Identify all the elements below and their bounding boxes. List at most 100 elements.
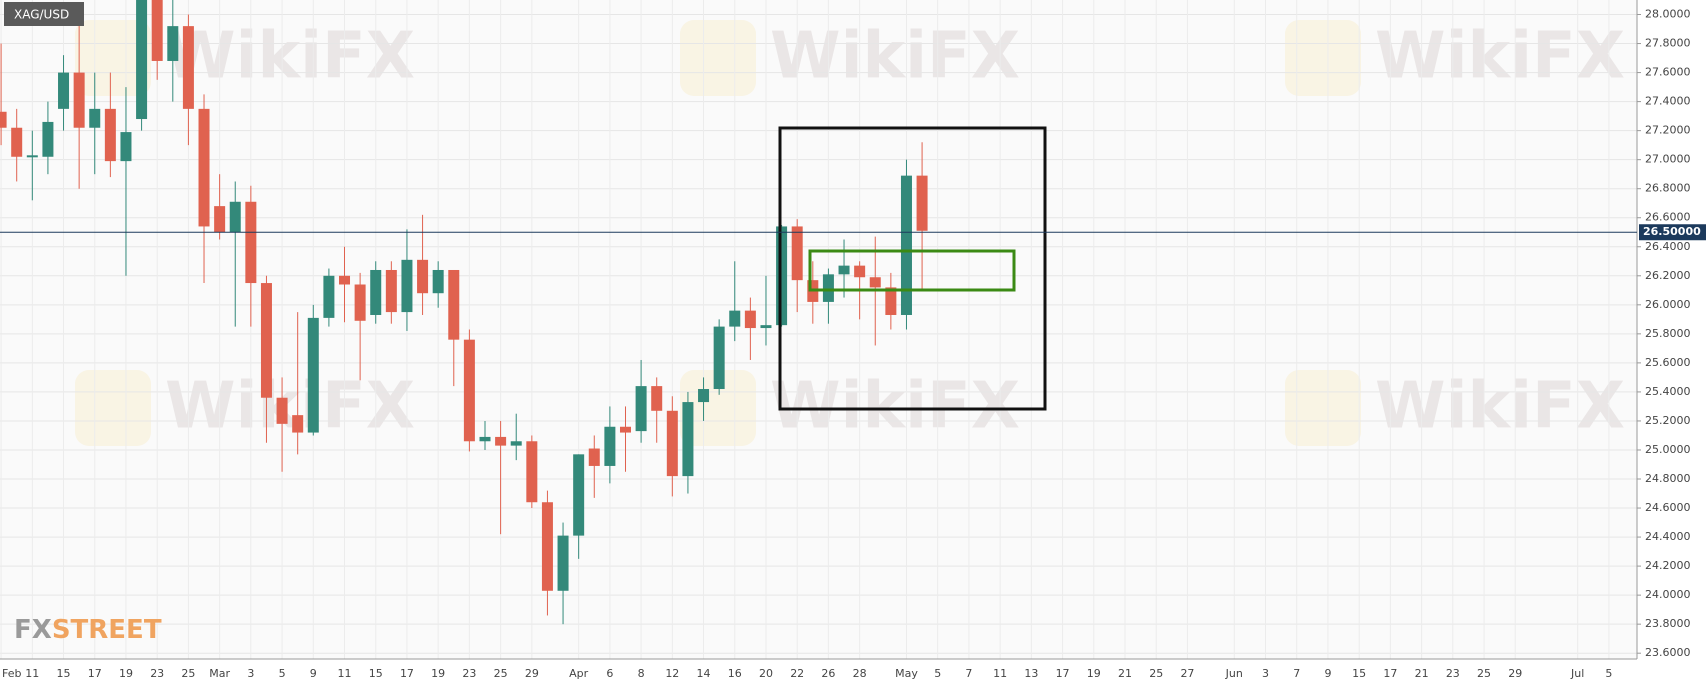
candle-body bbox=[713, 326, 725, 390]
candle-body bbox=[198, 108, 210, 227]
candle-body bbox=[354, 284, 366, 321]
x-tick-label: 20 bbox=[759, 667, 773, 680]
symbol-box bbox=[4, 2, 84, 26]
x-tick-label: 21 bbox=[1415, 667, 1429, 680]
x-tick-label: Jun bbox=[1225, 667, 1243, 680]
y-tick-label: 23.8000 bbox=[1645, 617, 1691, 630]
watermark: WikiFX bbox=[1375, 370, 1625, 444]
candle-body bbox=[495, 436, 507, 446]
x-tick-label: 16 bbox=[728, 667, 742, 680]
x-tick-label: 29 bbox=[1508, 667, 1522, 680]
watermark: WikiFX bbox=[1375, 20, 1625, 94]
candle-body bbox=[245, 201, 257, 284]
x-tick-label: 6 bbox=[606, 667, 613, 680]
watermark-logo bbox=[75, 370, 151, 446]
y-tick-label: 27.0000 bbox=[1645, 153, 1691, 166]
x-tick-label: 11 bbox=[338, 667, 352, 680]
logo: FXSTREET bbox=[14, 615, 162, 645]
x-tick-label: 23 bbox=[1446, 667, 1460, 680]
watermark: WikiFX bbox=[770, 20, 1020, 94]
candle-body bbox=[26, 155, 38, 158]
y-tick-label: 26.0000 bbox=[1645, 298, 1691, 311]
candle-body bbox=[42, 121, 54, 157]
x-tick-label: Feb bbox=[2, 667, 21, 680]
x-tick-label: 17 bbox=[88, 667, 102, 680]
candle-body bbox=[885, 287, 897, 315]
candle-body bbox=[448, 269, 460, 340]
candle-body bbox=[136, 0, 148, 120]
x-tick-label: 9 bbox=[1324, 667, 1331, 680]
x-tick-label: 11 bbox=[25, 667, 39, 680]
x-tick-label: 25 bbox=[1149, 667, 1163, 680]
candle-body bbox=[510, 441, 522, 446]
candle-body bbox=[557, 535, 569, 591]
x-tick-label: 7 bbox=[1293, 667, 1300, 680]
highlight-box bbox=[778, 126, 1047, 411]
candle-body bbox=[432, 269, 444, 294]
candle-body bbox=[651, 386, 663, 411]
x-tick-label: 3 bbox=[1262, 667, 1269, 680]
y-tick-label: 27.8000 bbox=[1645, 37, 1691, 50]
candle-body bbox=[370, 269, 382, 315]
candle-body bbox=[229, 201, 241, 233]
candle-body bbox=[58, 72, 70, 109]
candle-body bbox=[11, 127, 23, 157]
candle-body bbox=[214, 206, 226, 233]
candle-body bbox=[619, 426, 631, 433]
x-tick-label: 9 bbox=[310, 667, 317, 680]
candle-body bbox=[292, 415, 304, 433]
x-tick-label: May bbox=[895, 667, 918, 680]
candle-body bbox=[744, 310, 756, 329]
y-tick-label: 26.2000 bbox=[1645, 269, 1691, 282]
x-tick-label: 17 bbox=[1056, 667, 1070, 680]
candle-body bbox=[822, 274, 834, 302]
x-tick-label: Jul bbox=[1570, 667, 1584, 680]
candle-body bbox=[385, 269, 397, 313]
candle-body bbox=[323, 275, 335, 318]
plot-area bbox=[0, 0, 1637, 659]
y-tick-label: 24.0000 bbox=[1645, 588, 1691, 601]
x-tick-label: 25 bbox=[1477, 667, 1491, 680]
watermark-logo bbox=[680, 20, 756, 96]
candle-body bbox=[307, 317, 319, 433]
x-tick-label: 26 bbox=[821, 667, 835, 680]
y-tick-label: 26.4000 bbox=[1645, 240, 1691, 253]
watermark-logo bbox=[1285, 370, 1361, 446]
logo-fx: FX bbox=[14, 615, 52, 645]
x-tick-label: 12 bbox=[665, 667, 679, 680]
x-tick-label: 17 bbox=[1383, 667, 1397, 680]
candle-body bbox=[182, 26, 194, 109]
y-tick-label: 25.0000 bbox=[1645, 443, 1691, 456]
watermark-logo bbox=[680, 370, 756, 446]
x-tick-label: 29 bbox=[525, 667, 539, 680]
candle-body bbox=[900, 175, 912, 315]
y-tick-label: 25.4000 bbox=[1645, 385, 1691, 398]
x-tick-label: 25 bbox=[181, 667, 195, 680]
symbol: XAG/USD bbox=[14, 8, 69, 22]
candle-body bbox=[120, 132, 132, 162]
watermark-logo bbox=[75, 20, 151, 96]
y-tick-label: 26.8000 bbox=[1645, 182, 1691, 195]
x-tick-label: 21 bbox=[1118, 667, 1132, 680]
candle-body bbox=[479, 436, 491, 442]
x-tick-label: 27 bbox=[1180, 667, 1194, 680]
candle-body bbox=[682, 402, 694, 477]
candle-body bbox=[167, 26, 179, 61]
x-tick-label: 13 bbox=[1024, 667, 1038, 680]
candle-body bbox=[869, 277, 881, 288]
y-tick-label: 25.6000 bbox=[1645, 356, 1691, 369]
candle-body bbox=[854, 265, 866, 278]
candle-body bbox=[635, 386, 647, 432]
candle-body bbox=[916, 175, 928, 231]
candle-body bbox=[666, 410, 678, 477]
x-tick-label: 17 bbox=[400, 667, 414, 680]
x-tick-label: 22 bbox=[790, 667, 804, 680]
y-tick-label: 27.6000 bbox=[1645, 66, 1691, 79]
candle-body bbox=[104, 108, 116, 162]
candle-body bbox=[339, 275, 351, 285]
candles bbox=[0, 0, 928, 625]
x-tick-label: 15 bbox=[57, 667, 71, 680]
x-tick-label: Mar bbox=[209, 667, 230, 680]
